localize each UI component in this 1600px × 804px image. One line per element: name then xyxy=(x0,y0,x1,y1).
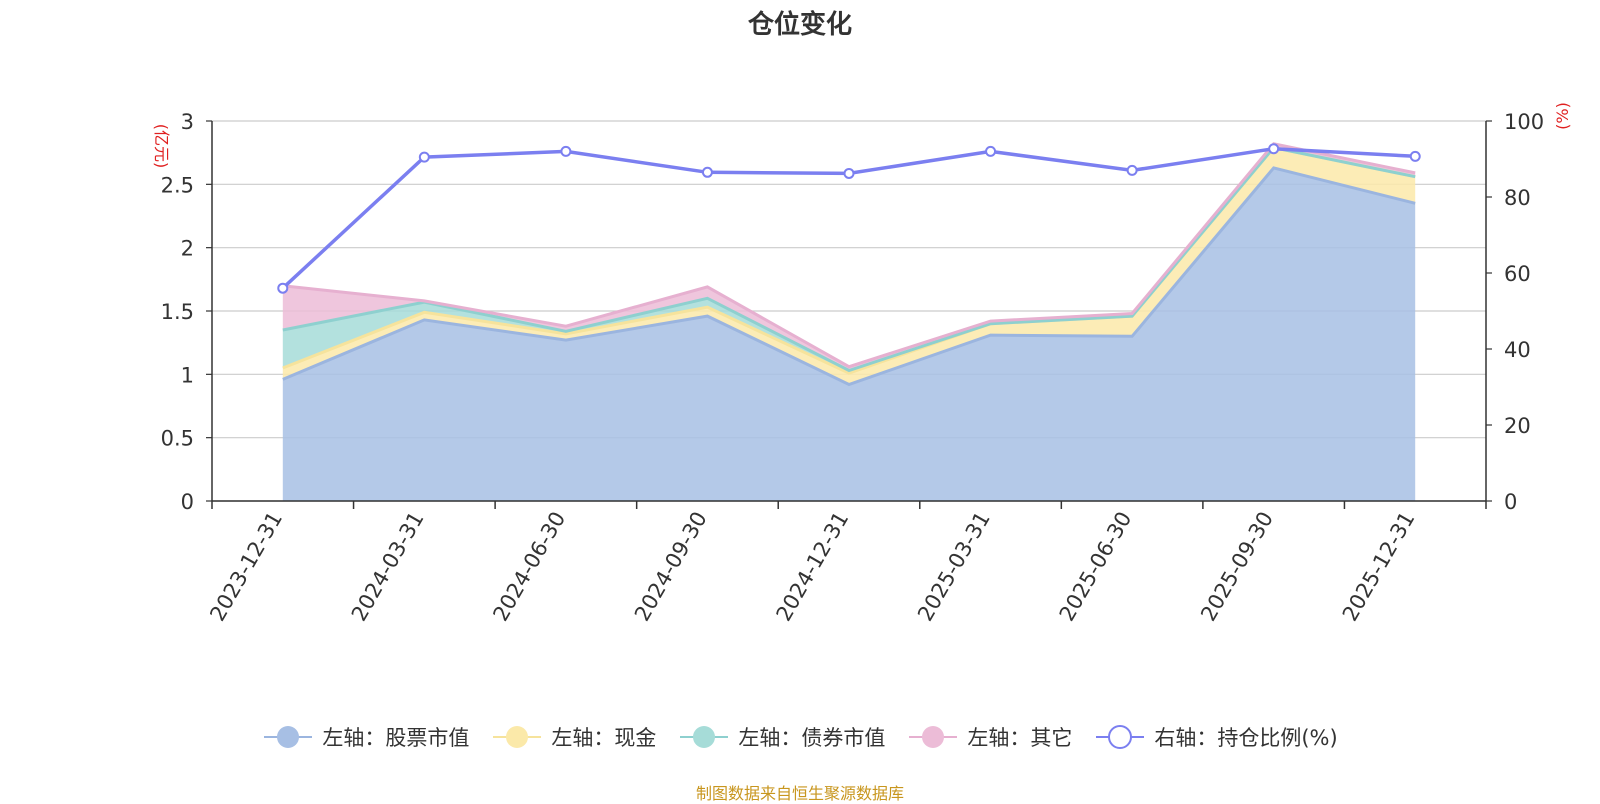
left-tick-label: 1 xyxy=(181,363,194,387)
legend-item[interactable]: 右轴：持仓比例(%) xyxy=(1094,722,1338,752)
chart-title: 仓位变化 xyxy=(747,10,852,40)
x-tick-label: 2024-12-31 xyxy=(772,508,854,626)
x-tick-label: 2024-03-31 xyxy=(347,508,429,626)
x-tick-label: 2025-12-31 xyxy=(1338,508,1420,626)
holding-ratio-point xyxy=(1268,143,1280,155)
legend-label: 左轴：其它 xyxy=(967,726,1073,750)
area-line-左轴：股票市值 xyxy=(282,166,1416,387)
legend-label: 右轴：持仓比例(%) xyxy=(1154,726,1338,750)
left-tick-label: 2 xyxy=(181,237,194,261)
holding-ratio-point xyxy=(701,166,713,178)
holding-ratio-point xyxy=(560,145,572,157)
right-tick-label: 100 xyxy=(1504,110,1544,134)
source-note: 制图数据来自恒生聚源数据库 xyxy=(695,784,904,803)
right-tick-label: 0 xyxy=(1504,490,1517,514)
legend-item[interactable]: 左轴：股票市值 xyxy=(262,722,469,752)
x-tick-label: 2025-03-31 xyxy=(913,508,995,626)
holding-ratio-point xyxy=(277,282,289,294)
left-tick-label: 2.5 xyxy=(161,173,194,197)
right-axis-unit: (%) xyxy=(1553,102,1572,130)
left-tick-label: 0 xyxy=(181,490,194,514)
legend-marker-icon xyxy=(264,726,313,748)
legend: 左轴：股票市值 左轴：现金 左轴：债券市值 左轴：其它 右轴：持仓比例(%) xyxy=(0,722,1600,752)
area-line-左轴：债券市值 xyxy=(282,145,1416,373)
legend-label: 左轴：现金 xyxy=(551,726,657,750)
left-axis-unit: (亿元) xyxy=(152,124,171,169)
holding-ratio-point xyxy=(843,167,855,179)
legend-item[interactable]: 左轴：其它 xyxy=(907,722,1072,752)
x-tick-label: 2024-06-30 xyxy=(488,508,570,626)
area-左轴：现金 xyxy=(282,147,1416,385)
holding-ratio-point xyxy=(985,145,997,157)
legend-item[interactable]: 左轴：现金 xyxy=(491,722,656,752)
legend-marker-icon xyxy=(909,726,958,748)
x-tick-label: 2025-06-30 xyxy=(1055,508,1137,626)
x-tick-label: 2025-09-30 xyxy=(1196,508,1278,626)
legend-marker-icon xyxy=(493,726,542,748)
area-左轴：股票市值 xyxy=(282,167,1416,501)
x-tick-label: 2023-12-31 xyxy=(205,508,287,626)
right-tick-label: 40 xyxy=(1504,338,1531,362)
legend-marker-icon xyxy=(680,726,729,748)
legend-marker-icon xyxy=(1096,725,1145,749)
right-tick-label: 80 xyxy=(1504,186,1531,210)
area-line-左轴：其它 xyxy=(282,142,1416,369)
x-tick-label: 2024-09-30 xyxy=(630,508,712,626)
left-tick-label: 1.5 xyxy=(161,300,194,324)
holding-ratio-point xyxy=(1126,164,1138,176)
legend-item[interactable]: 左轴：债券市值 xyxy=(678,722,885,752)
left-tick-label: 3 xyxy=(181,110,194,134)
holding-ratio-point xyxy=(418,151,430,163)
right-tick-label: 60 xyxy=(1504,262,1531,286)
legend-label: 左轴：债券市值 xyxy=(738,726,886,750)
holding-ratio-point xyxy=(1409,150,1421,162)
left-tick-label: 0.5 xyxy=(161,427,194,451)
legend-label: 左轴：股票市值 xyxy=(322,726,470,750)
right-tick-label: 20 xyxy=(1504,414,1531,438)
